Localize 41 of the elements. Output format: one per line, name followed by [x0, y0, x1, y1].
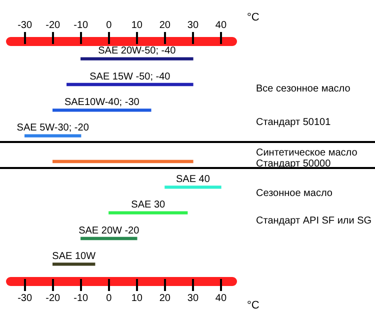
- x-tick-label: 30: [187, 20, 199, 31]
- x2-tick-label: 20: [159, 292, 171, 304]
- x2-tick-label: -10: [74, 292, 89, 304]
- x-tick-label: -20: [46, 20, 61, 31]
- y-tick-label: SAE 15W -50; -40: [90, 71, 171, 82]
- x2-axis-title: °C: [247, 12, 260, 24]
- y-tick-label: SAE 5W-30; -20: [16, 122, 90, 134]
- bar: [52, 160, 194, 164]
- y-tick-label: SAE 20W -20: [78, 225, 140, 236]
- x2-tick-label: 10: [131, 292, 143, 304]
- bar: [80, 236, 138, 240]
- x2-tick-label: -20: [46, 292, 61, 304]
- x-tick-label: 10: [131, 20, 143, 31]
- bar: [52, 108, 152, 112]
- x-tick-label: 0: [106, 20, 112, 31]
- text: Сезонное масло: [256, 188, 333, 199]
- x2-tick-label: 40: [215, 292, 227, 304]
- text: Стандарт 50101: [256, 116, 332, 128]
- bar: [164, 186, 222, 189]
- text: Стандарт API SF или SG: [256, 216, 372, 227]
- x-tick-label: 40: [215, 20, 227, 31]
- x-tick-label: -30: [18, 20, 32, 31]
- y-tick-label: SAE 40: [176, 174, 210, 185]
- x-axis-title: °C: [247, 300, 260, 312]
- y-tick-label: SAE 20W-50; -40: [98, 46, 176, 57]
- text: Синтетическое масло: [256, 147, 358, 158]
- bar: [52, 262, 96, 266]
- x-tick-label: 20: [159, 20, 171, 31]
- bar: [24, 134, 82, 138]
- x-tick-label: -10: [74, 20, 89, 31]
- bar: [108, 211, 188, 214]
- text: Стандарт 50000: [256, 158, 332, 170]
- x2-tick-label: -30: [18, 292, 32, 304]
- x2-tick-label: 0: [106, 292, 112, 304]
- x2-tick-label: 30: [187, 292, 199, 304]
- bar: [66, 82, 194, 86]
- y-tick-label: SAE10W-40; -30: [64, 96, 140, 108]
- y-tick-label: SAE 30: [131, 200, 166, 211]
- text: Все сезонное масло: [256, 83, 351, 94]
- bar: [80, 57, 194, 60]
- y-tick-label: SAE 10W: [52, 250, 96, 262]
